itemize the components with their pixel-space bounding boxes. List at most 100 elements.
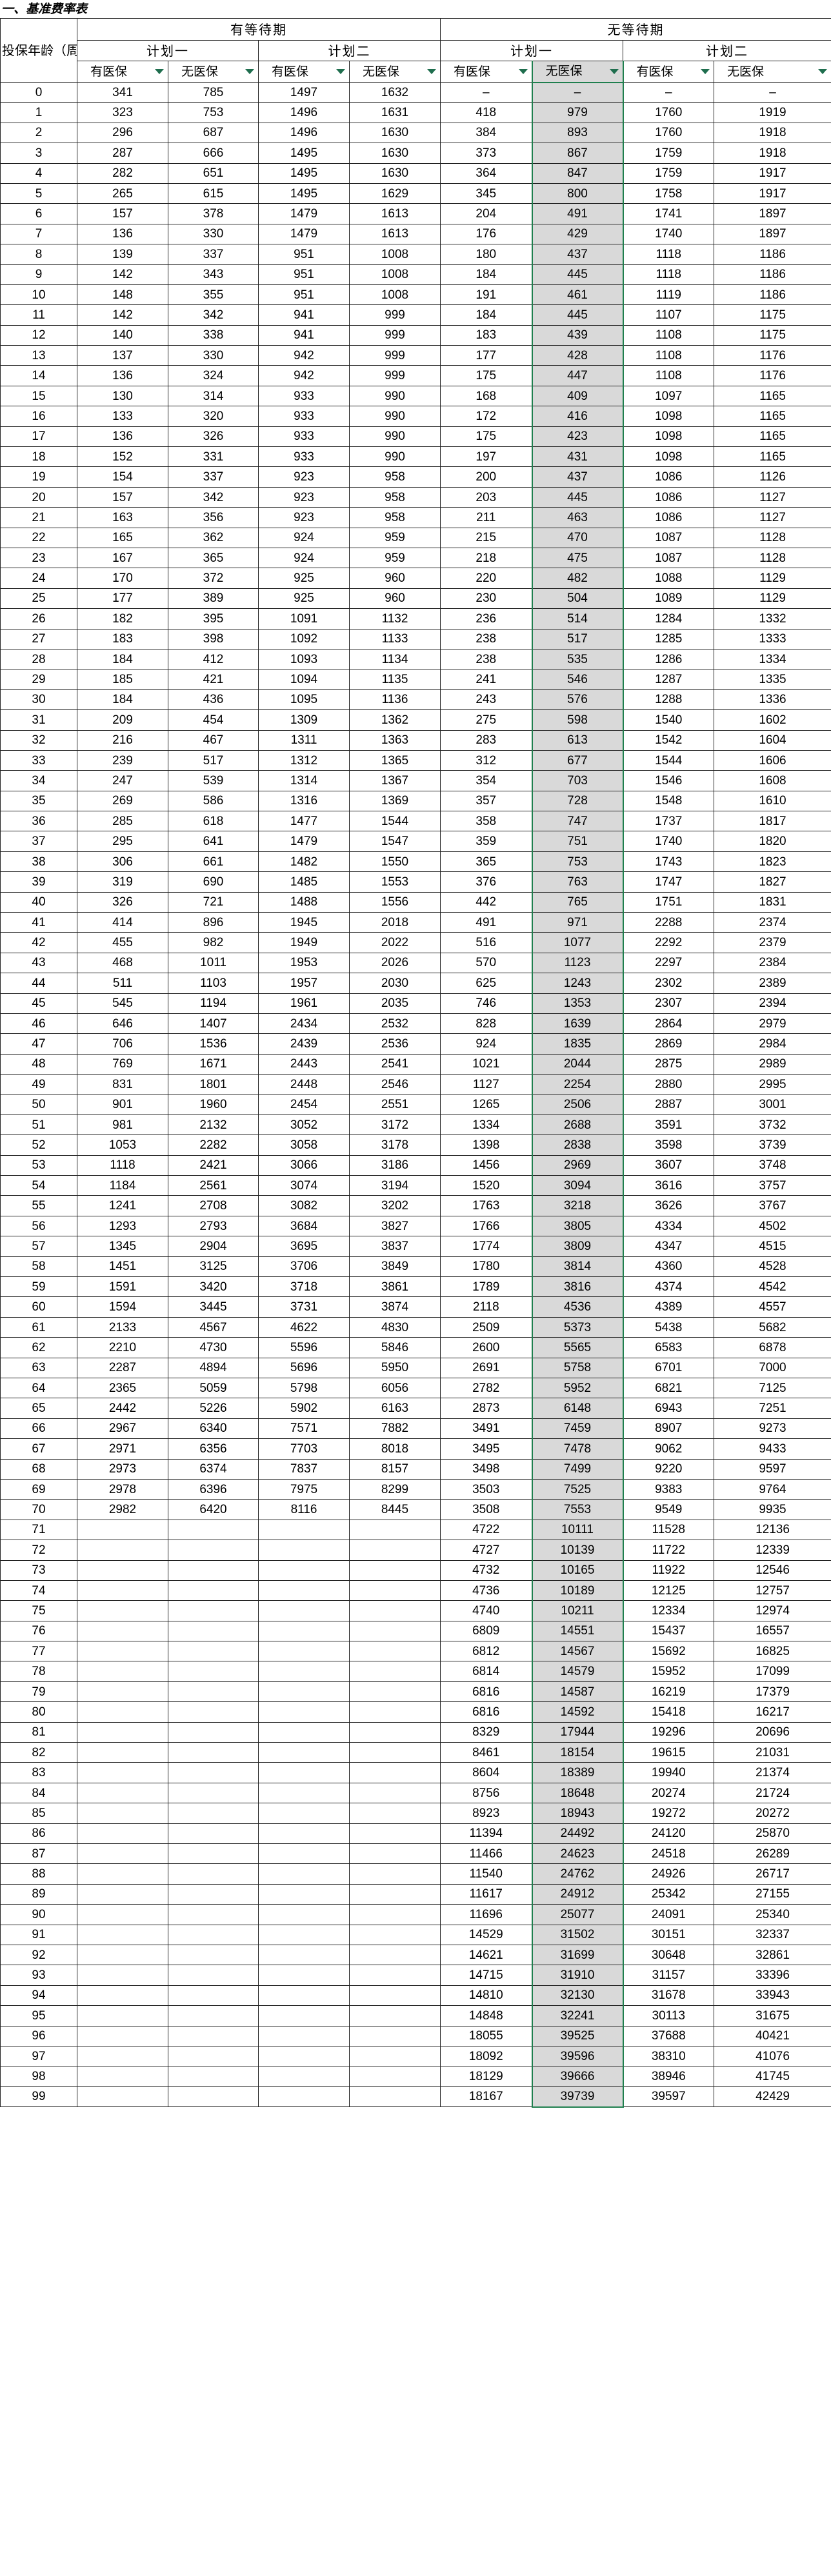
rate-cell[interactable]: 1479 [258,223,350,245]
rate-cell[interactable] [258,1904,350,1925]
rate-cell[interactable]: 25870 [714,1823,831,1844]
rate-cell[interactable]: 7882 [349,1418,441,1440]
rate-cell[interactable]: 651 [168,163,259,184]
rate-cell[interactable]: 1136 [349,689,441,711]
rate-cell[interactable]: 238 [440,628,532,649]
age-cell[interactable]: 28 [0,648,77,670]
age-cell[interactable]: 14 [0,365,77,386]
rate-cell[interactable]: 4528 [714,1256,831,1278]
age-cell[interactable]: 9 [0,264,77,285]
rate-cell[interactable]: 8756 [440,1782,532,1804]
age-cell[interactable]: 77 [0,1641,77,1662]
rate-cell[interactable]: 6821 [623,1377,714,1399]
rate-cell[interactable]: 1334 [714,648,831,670]
rate-cell[interactable]: 14810 [440,1985,532,2006]
rate-cell[interactable]: 7000 [714,1357,831,1379]
rate-cell[interactable]: 11540 [440,1863,532,1885]
rate-cell[interactable]: 942 [258,345,350,366]
rate-cell[interactable]: 3607 [623,1154,714,1176]
rate-cell[interactable]: 1671 [168,1053,259,1075]
rate-cell[interactable]: 951 [258,264,350,285]
rate-cell[interactable]: 337 [168,244,259,265]
rate-cell[interactable]: 296 [77,122,168,144]
rate-cell[interactable]: 1594 [77,1296,168,1318]
rate-cell[interactable]: 618 [168,811,259,832]
age-cell[interactable]: 90 [0,1904,77,1925]
rate-cell[interactable]: 1184 [77,1175,168,1196]
rate-cell[interactable]: 275 [440,709,532,731]
rate-cell[interactable]: 3598 [623,1134,714,1156]
rate-cell[interactable]: 4360 [623,1256,714,1278]
rate-cell[interactable]: 925 [258,568,350,589]
age-cell[interactable]: 17 [0,426,77,448]
rate-cell[interactable] [168,1803,259,1824]
rate-cell[interactable]: 468 [77,952,168,974]
rate-cell[interactable]: 924 [258,547,350,569]
age-cell[interactable]: 91 [0,1924,77,1945]
rate-cell[interactable] [77,2005,168,2026]
rate-cell[interactable]: 5373 [531,1316,624,1338]
age-cell[interactable]: 5 [0,183,77,204]
rate-cell[interactable]: 1542 [623,729,714,751]
rate-cell[interactable] [349,1904,441,1925]
rate-cell[interactable]: 1602 [714,709,831,731]
rate-cell[interactable]: 19940 [623,1762,714,1783]
rate-cell[interactable] [168,1863,259,1885]
rate-cell[interactable]: 20272 [714,1803,831,1824]
rate-cell[interactable]: 2022 [349,932,441,953]
rate-cell[interactable]: 1312 [258,749,350,771]
rate-cell[interactable]: 11722 [623,1540,714,1561]
age-cell[interactable]: 48 [0,1053,77,1075]
rate-cell[interactable]: 11617 [440,1883,532,1905]
rate-cell[interactable]: 12334 [623,1600,714,1621]
rate-cell[interactable]: 990 [349,385,441,407]
rate-cell[interactable]: 437 [531,244,624,265]
rate-cell[interactable]: 721 [168,891,259,913]
age-cell[interactable]: 18 [0,446,77,468]
rate-cell[interactable]: 243 [440,689,532,711]
age-cell[interactable]: 69 [0,1478,77,1500]
rate-cell[interactable] [168,1540,259,1561]
rate-cell[interactable]: 7499 [531,1458,624,1480]
rate-cell[interactable]: 31675 [714,2005,831,2026]
rate-cell[interactable]: 157 [77,203,168,224]
age-column-header[interactable]: 投保年龄（周岁） [0,18,77,83]
rate-cell[interactable] [258,1965,350,1986]
rate-cell[interactable]: 517 [531,628,624,649]
rate-cell[interactable]: 3616 [623,1175,714,1196]
rate-cell[interactable]: 491 [440,912,532,933]
rate-cell[interactable]: 5952 [531,1377,624,1399]
rate-cell[interactable]: 184 [440,304,532,326]
rate-cell[interactable]: 2561 [168,1175,259,1196]
rate-cell[interactable]: 3591 [623,1114,714,1136]
rate-cell[interactable]: 1336 [714,689,831,711]
age-cell[interactable]: 26 [0,608,77,629]
age-cell[interactable]: 54 [0,1175,77,1196]
rate-cell[interactable]: 7975 [258,1478,350,1500]
rate-cell[interactable]: 1479 [258,203,350,224]
rate-cell[interactable]: 482 [531,568,624,589]
rate-cell[interactable]: 10211 [531,1600,624,1621]
filter-dropdown-arrow-icon[interactable] [336,69,345,74]
rate-cell[interactable]: 32130 [531,1985,624,2006]
rate-cell[interactable]: 1093 [258,648,350,670]
rate-cell[interactable]: 445 [531,304,624,326]
rate-cell[interactable]: 3218 [531,1195,624,1216]
rate-cell[interactable]: 7125 [714,1377,831,1399]
rate-cell[interactable]: 1831 [714,891,831,913]
age-cell[interactable]: 45 [0,993,77,1014]
rate-cell[interactable]: 867 [531,143,624,164]
age-cell[interactable]: 85 [0,1803,77,1824]
rate-cell[interactable]: 2691 [440,1357,532,1379]
rate-cell[interactable] [349,1540,441,1561]
rate-cell[interactable]: 1780 [440,1256,532,1278]
rate-cell[interactable]: 6812 [440,1641,532,1662]
rate-cell[interactable]: 901 [77,1094,168,1115]
rate-cell[interactable]: 6148 [531,1398,624,1419]
rate-cell[interactable]: 168 [440,385,532,407]
rate-cell[interactable]: 14529 [440,1924,532,1945]
rate-cell[interactable] [349,1762,441,1783]
rate-cell[interactable]: 2782 [440,1377,532,1399]
rate-cell[interactable]: 25340 [714,1904,831,1925]
rate-cell[interactable]: 2302 [623,973,714,994]
